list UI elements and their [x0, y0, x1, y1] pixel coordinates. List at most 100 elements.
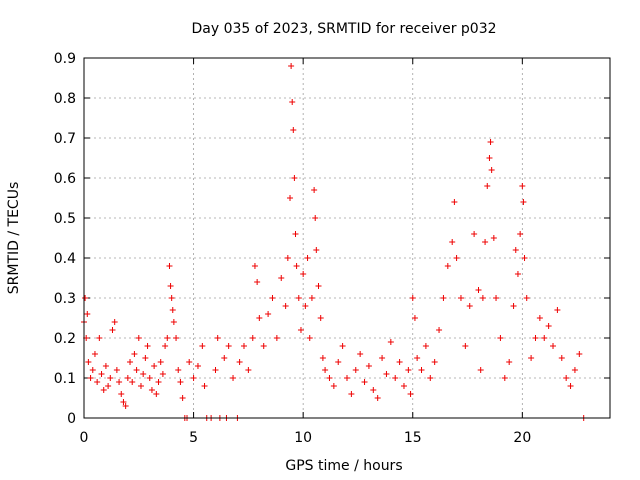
data-point: [169, 307, 176, 313]
data-point: [352, 367, 359, 373]
data-point: [479, 295, 486, 301]
data-point: [444, 263, 451, 269]
data-point: [523, 295, 530, 301]
data-point: [214, 335, 221, 341]
data-point: [142, 355, 149, 361]
data-point: [339, 343, 346, 349]
data-point: [137, 383, 144, 389]
data-point: [109, 327, 116, 333]
data-point: [361, 379, 368, 385]
data-point: [98, 371, 105, 377]
data-point: [297, 327, 304, 333]
data-point: [162, 343, 169, 349]
data-point: [113, 367, 120, 373]
data-point: [199, 343, 206, 349]
data-point: [532, 335, 539, 341]
data-point: [157, 359, 164, 365]
data-point: [357, 351, 364, 357]
data-point: [484, 183, 491, 189]
data-point: [159, 371, 166, 377]
data-point: [311, 187, 318, 193]
data-point: [487, 139, 494, 145]
data-point: [317, 315, 324, 321]
data-point: [91, 351, 98, 357]
data-point: [249, 335, 256, 341]
data-point: [457, 295, 464, 301]
data-point: [405, 367, 412, 373]
data-point: [558, 355, 565, 361]
data-point: [326, 375, 333, 381]
data-points: [81, 63, 587, 421]
y-tick-label: 0.6: [54, 171, 76, 187]
data-point: [260, 343, 267, 349]
data-point: [486, 155, 493, 161]
data-point: [170, 319, 177, 325]
data-point: [521, 255, 528, 261]
plot-frame: [83, 57, 611, 419]
data-point: [167, 283, 174, 289]
data-point: [370, 387, 377, 393]
data-point: [313, 247, 320, 253]
data-point: [520, 199, 527, 205]
data-point: [212, 367, 219, 373]
data-point: [144, 343, 151, 349]
data-point: [129, 379, 136, 385]
data-point: [302, 303, 309, 309]
data-point: [431, 359, 438, 365]
data-point: [571, 367, 578, 373]
data-point: [440, 295, 447, 301]
data-point: [133, 367, 140, 373]
x-tick-label: 15: [404, 430, 422, 446]
x-tick-label: 5: [189, 430, 198, 446]
data-point: [427, 375, 434, 381]
data-point: [482, 239, 489, 245]
data-point: [201, 383, 208, 389]
data-point: [269, 295, 276, 301]
data-point: [567, 383, 574, 389]
data-point: [335, 359, 342, 365]
data-point: [175, 367, 182, 373]
data-point: [240, 343, 247, 349]
x-tick-label: 0: [80, 430, 89, 446]
data-point: [151, 363, 158, 369]
data-point: [146, 375, 153, 381]
data-point: [322, 367, 329, 373]
data-point: [245, 367, 252, 373]
data-point: [186, 359, 193, 365]
data-point: [273, 335, 280, 341]
data-point: [422, 343, 429, 349]
data-point: [140, 371, 147, 377]
data-point: [120, 399, 127, 405]
data-point: [284, 255, 291, 261]
y-tick-label: 0: [67, 411, 76, 427]
data-point: [124, 375, 131, 381]
data-point: [304, 255, 311, 261]
data-point: [282, 303, 289, 309]
data-point: [84, 311, 91, 317]
data-point: [497, 335, 504, 341]
data-point: [251, 263, 258, 269]
x-tick-label: 20: [513, 430, 531, 446]
data-point: [221, 355, 228, 361]
data-point: [528, 355, 535, 361]
grid-layer: [84, 58, 610, 418]
data-point: [512, 247, 519, 253]
data-point: [194, 363, 201, 369]
data-point: [135, 335, 142, 341]
data-point: [289, 99, 296, 105]
data-point: [506, 359, 513, 365]
data-point: [379, 355, 386, 361]
y-tick-label: 0.9: [54, 51, 76, 67]
data-point: [290, 127, 297, 133]
data-point: [164, 335, 171, 341]
data-point: [519, 183, 526, 189]
data-point: [306, 335, 313, 341]
data-point: [173, 335, 180, 341]
data-point: [122, 403, 129, 409]
data-point: [225, 343, 232, 349]
data-point: [449, 239, 456, 245]
data-point: [554, 307, 561, 313]
data-point: [374, 395, 381, 401]
data-point: [116, 379, 123, 385]
data-point: [418, 367, 425, 373]
